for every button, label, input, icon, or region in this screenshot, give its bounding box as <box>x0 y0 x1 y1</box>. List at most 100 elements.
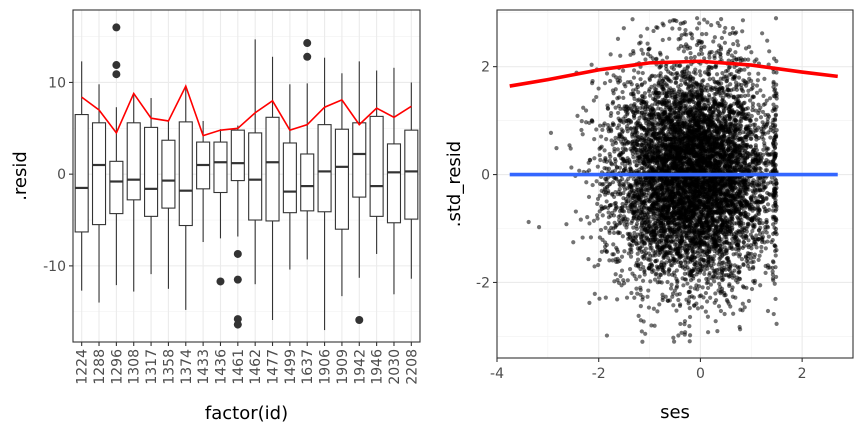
scatter-point <box>772 281 777 286</box>
box-x-tick-label: 1224 <box>75 349 91 385</box>
scatter-point <box>684 56 689 61</box>
box-x-tick-label: 1462 <box>248 349 264 385</box>
scatter-point <box>638 40 643 45</box>
scatter-point <box>758 283 763 288</box>
scatter-point <box>629 247 634 252</box>
scatter-point <box>705 20 710 25</box>
scatter-point <box>761 93 766 98</box>
scatter-point <box>750 228 755 234</box>
scatter-point <box>773 253 778 258</box>
scatter-point <box>641 254 647 259</box>
scatter-point <box>744 191 749 197</box>
box-outlier <box>303 39 312 48</box>
scatter-point <box>607 258 612 263</box>
scatter-point <box>746 93 751 98</box>
scatter-point <box>642 268 647 273</box>
box-1433 <box>196 120 211 243</box>
box-iqr <box>404 129 419 220</box>
scatter-point <box>711 279 717 284</box>
scatter-point <box>744 234 749 239</box>
scatter-point <box>741 140 746 146</box>
scatter-point <box>637 274 642 279</box>
scatter-point <box>671 67 676 72</box>
scatter-point <box>628 254 634 259</box>
scatter-point <box>632 68 637 73</box>
scatter-point <box>737 270 742 275</box>
scatter-point <box>771 208 776 213</box>
scatter-point <box>599 134 604 139</box>
scatter-point <box>617 221 622 226</box>
scatter-point <box>602 159 607 164</box>
scatter-point <box>711 39 716 44</box>
scatter-point <box>657 302 662 307</box>
scatter-point <box>590 182 595 188</box>
scatter-point <box>749 113 754 119</box>
scatter-point <box>770 272 775 277</box>
box-1296 <box>109 23 124 286</box>
scatter-point <box>619 268 625 273</box>
scatter-point <box>696 278 702 283</box>
scatter-point <box>571 240 576 245</box>
scatter-point <box>740 284 746 289</box>
scatter-point <box>526 219 531 225</box>
scatter-point <box>592 264 597 269</box>
scatter-point <box>632 105 637 110</box>
scatter-point <box>665 279 670 285</box>
scatter-point <box>667 36 672 41</box>
scatter-point <box>711 76 716 81</box>
scatter-point <box>740 18 746 23</box>
box-1462 <box>248 39 263 285</box>
scatter-point <box>630 17 635 22</box>
scatter-point <box>640 295 645 300</box>
scatter-point <box>758 88 763 93</box>
scatter-point <box>756 216 761 222</box>
box-iqr <box>352 122 367 198</box>
scatter-point <box>567 143 572 148</box>
box-2030 <box>386 67 402 295</box>
scatter-point <box>604 333 610 338</box>
scatter-point <box>761 152 766 157</box>
scatter-point <box>620 176 625 182</box>
scatter-point <box>764 98 769 103</box>
scatter-point <box>665 256 671 261</box>
scatter-point <box>640 70 645 76</box>
box-outlier <box>112 23 121 32</box>
scatter-point <box>671 238 676 243</box>
scatter-point <box>767 207 772 212</box>
scatter-point <box>670 26 675 31</box>
scatter-point <box>625 278 630 283</box>
box-1461 <box>230 125 245 329</box>
scatter-point <box>679 78 684 83</box>
scatter-point <box>645 26 650 31</box>
scatter-point <box>717 256 722 261</box>
scatter-point <box>584 180 589 185</box>
box-iqr <box>300 153 315 212</box>
scatter-point <box>670 72 675 77</box>
scatter-point <box>597 235 602 240</box>
scatter-point <box>650 73 655 78</box>
scatter-point <box>618 213 623 218</box>
scatter-point <box>705 330 711 335</box>
scatter-point <box>676 297 681 303</box>
scatter-point <box>686 301 691 306</box>
scatter-point <box>695 16 700 21</box>
scatter-point <box>618 192 623 197</box>
box-iqr <box>74 114 89 233</box>
scatter-point <box>718 47 724 52</box>
box-iqr <box>91 122 107 226</box>
box-iqr <box>144 126 159 217</box>
scatter-point <box>749 50 754 55</box>
scatter-point <box>645 294 650 299</box>
scatter-point <box>642 91 648 96</box>
box-1477 <box>265 56 280 320</box>
box-x-tick-label: 1308 <box>127 349 143 385</box>
box-1436 <box>213 129 228 286</box>
scatter-point <box>708 282 714 287</box>
scatter-point <box>638 261 644 266</box>
scatter-point <box>707 77 712 82</box>
scatter-point <box>583 120 589 125</box>
scatter-point <box>687 324 692 329</box>
scatter-point <box>681 283 686 288</box>
scatter-point <box>746 298 752 304</box>
